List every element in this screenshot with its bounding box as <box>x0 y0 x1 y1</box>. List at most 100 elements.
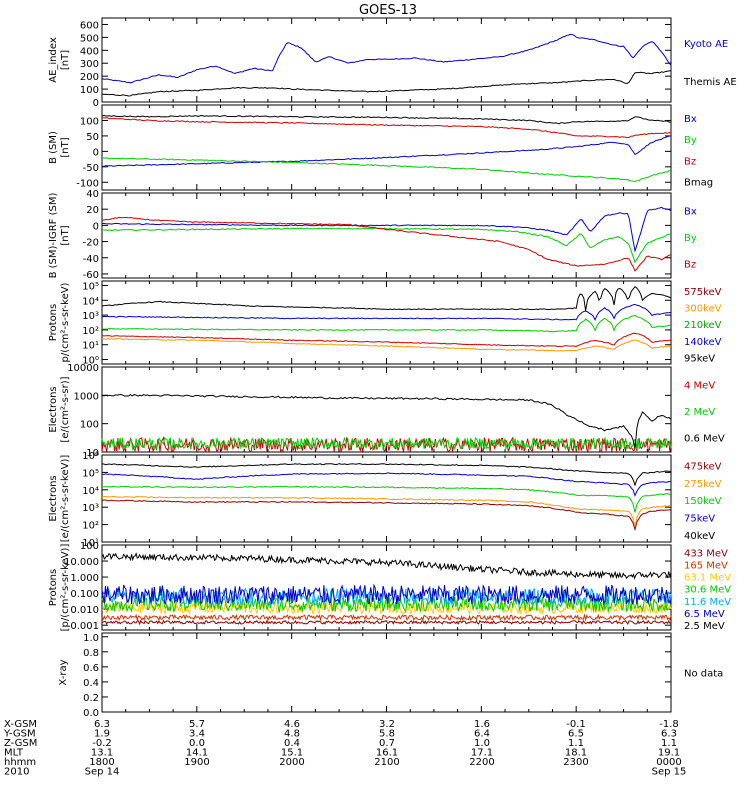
y-tick-label: 20 <box>86 205 99 216</box>
series-line-75kev <box>101 472 672 497</box>
ephemeris-value: 2100 <box>374 757 399 768</box>
series-line-0-6-mev <box>101 393 672 449</box>
legend-label: Themis AE <box>683 77 737 88</box>
y-tick-label: 10⁰ <box>82 356 99 367</box>
panel-electrons2: 10¹ 10² 10³ 10⁴ 10⁵ 10⁶ Electrons [e/(cm²-s-sr-… <box>48 451 722 549</box>
panel-protons2: 0.001 0.010 0.100 1.000 10.000 100 Protons [p/(… <box>48 541 731 632</box>
y-axis-unit: [p/(cm²-s-sr-keV)] <box>60 544 71 632</box>
ephemeris-value: 1.9 <box>94 729 110 740</box>
series-line-bx <box>101 135 672 167</box>
ephemeris-value: 1.0 <box>474 738 490 749</box>
y-tick-label: 0.6 <box>83 663 99 674</box>
y-tick-label: 10³ <box>82 503 99 514</box>
y-axis-label: Protons <box>48 569 59 606</box>
legend-label: 30.6 MeV <box>684 585 731 596</box>
series-line-150kev <box>101 485 672 513</box>
legend-label: 210keV <box>684 320 722 331</box>
legend-label: 11.6 MeV <box>684 597 731 608</box>
start-date: Sep 14 <box>85 767 120 778</box>
y-axis-label: Electrons <box>48 386 59 432</box>
y-tick-label: 10 <box>86 448 99 459</box>
ephemeris-value: 1900 <box>184 757 209 768</box>
legend-label: 165 MeV <box>684 560 728 571</box>
end-date: Sep 15 <box>652 767 687 778</box>
series-line-475kev <box>101 499 672 532</box>
y-tick-label: 10.000 <box>64 557 99 568</box>
series-line-kyoto-ae <box>101 33 672 84</box>
y-axis-unit: p/(cm²-s-sr-keV) <box>60 282 71 362</box>
y-axis-unit: [nT] <box>60 225 71 245</box>
series-line-140kev <box>101 332 672 348</box>
ephemeris-value: -0.2 <box>92 738 112 749</box>
ephemeris-value: 1.1 <box>661 738 677 749</box>
ephemeris-value: 19.1 <box>658 748 680 759</box>
legend-label: 4 MeV <box>684 380 715 391</box>
panel-frame <box>101 17 672 103</box>
y-tick-label: 600 <box>80 20 99 31</box>
y-tick-label: 0 <box>93 221 99 232</box>
y-axis-label: B (SM)-IGRF (SM) <box>48 193 59 279</box>
ephemeris-value: 6.3 <box>94 719 110 730</box>
y-tick-label: 0.2 <box>83 693 99 704</box>
series-line-bx <box>101 206 672 253</box>
legend-label: By <box>684 233 697 244</box>
y-tick-label: -40 <box>83 254 99 265</box>
y-axis-label: X-ray <box>58 659 69 685</box>
chart-title: GOES-13 <box>359 3 417 18</box>
legend-label: 40keV <box>684 531 715 542</box>
y-tick-label: 10² <box>82 521 99 532</box>
series-line-95kev <box>101 337 671 352</box>
y-tick-label: 200 <box>80 72 99 83</box>
series-line-bz <box>101 117 672 139</box>
y-tick-label: 1000 <box>74 391 99 402</box>
y-tick-label: 10² <box>82 326 99 337</box>
ephemeris-value: 0.4 <box>284 738 300 749</box>
ephemeris-value: 3.4 <box>189 729 205 740</box>
series-line-2-mev <box>101 436 672 452</box>
series-line-themis-ae <box>101 70 672 97</box>
series-line-275kev <box>101 495 672 527</box>
series-line-210kev <box>101 314 672 333</box>
legend-label: Bz <box>684 259 696 270</box>
y-tick-label: 0.8 <box>83 648 99 659</box>
ephemeris-value: 1.1 <box>568 738 584 749</box>
y-tick-label: 40 <box>86 189 99 200</box>
ephemeris-row-label: Z-GSM <box>4 738 37 749</box>
panel-electrons1: 10 100 1000 10000 Electrons [e/(cm²-s-sr)] 4 M… <box>48 363 725 459</box>
ephemeris-row-label: hhmm <box>4 757 36 768</box>
series-line-6-5-mev <box>101 583 672 606</box>
y-tick-label: 0.0 <box>83 708 99 719</box>
y-tick-label: 100 <box>80 116 99 127</box>
ephemeris-value: 5.7 <box>189 719 205 730</box>
panel-ae: 0 100 200 300 400 500 600 AE_index [nT] Kyoto AE T… <box>48 17 737 109</box>
y-tick-label: 10¹ <box>82 341 99 352</box>
legend-label: 300keV <box>684 304 722 315</box>
y-axis-label: Electrons <box>48 475 59 521</box>
legend-label: Bx <box>684 114 697 125</box>
legend-label: 0.6 MeV <box>684 433 725 444</box>
legend-label: Bz <box>684 156 696 167</box>
ephemeris-value: 15.1 <box>281 748 303 759</box>
ephemeris-value: 4.8 <box>284 729 300 740</box>
y-tick-label: -20 <box>83 238 99 249</box>
ephemeris-row-label: MLT <box>4 748 24 759</box>
y-axis-unit: [nT] <box>60 137 71 157</box>
y-tick-label: -50 <box>83 163 99 174</box>
ephemeris-value: 4.6 <box>284 719 300 730</box>
ephemeris-value: 0.0 <box>189 738 205 749</box>
panel-frame <box>101 632 672 713</box>
y-axis-unit: [nT] <box>60 50 71 70</box>
y-axis-unit: [e/(cm²-s-sr-keV)] <box>60 455 71 543</box>
y-tick-label: 10000 <box>67 363 99 374</box>
series-line-63-1-mev <box>101 600 672 616</box>
legend-label: 63.1 MeV <box>684 573 731 584</box>
legend-label: 475keV <box>684 461 722 472</box>
y-axis-label: B (SM) <box>48 131 59 164</box>
y-tick-label: 400 <box>80 46 99 57</box>
y-tick-label: 0.4 <box>83 678 99 689</box>
series-line-300kev <box>101 303 672 321</box>
legend-label: Bx <box>684 206 697 217</box>
series-line-40kev <box>101 463 672 487</box>
ephemeris-value: 0.7 <box>379 738 395 749</box>
